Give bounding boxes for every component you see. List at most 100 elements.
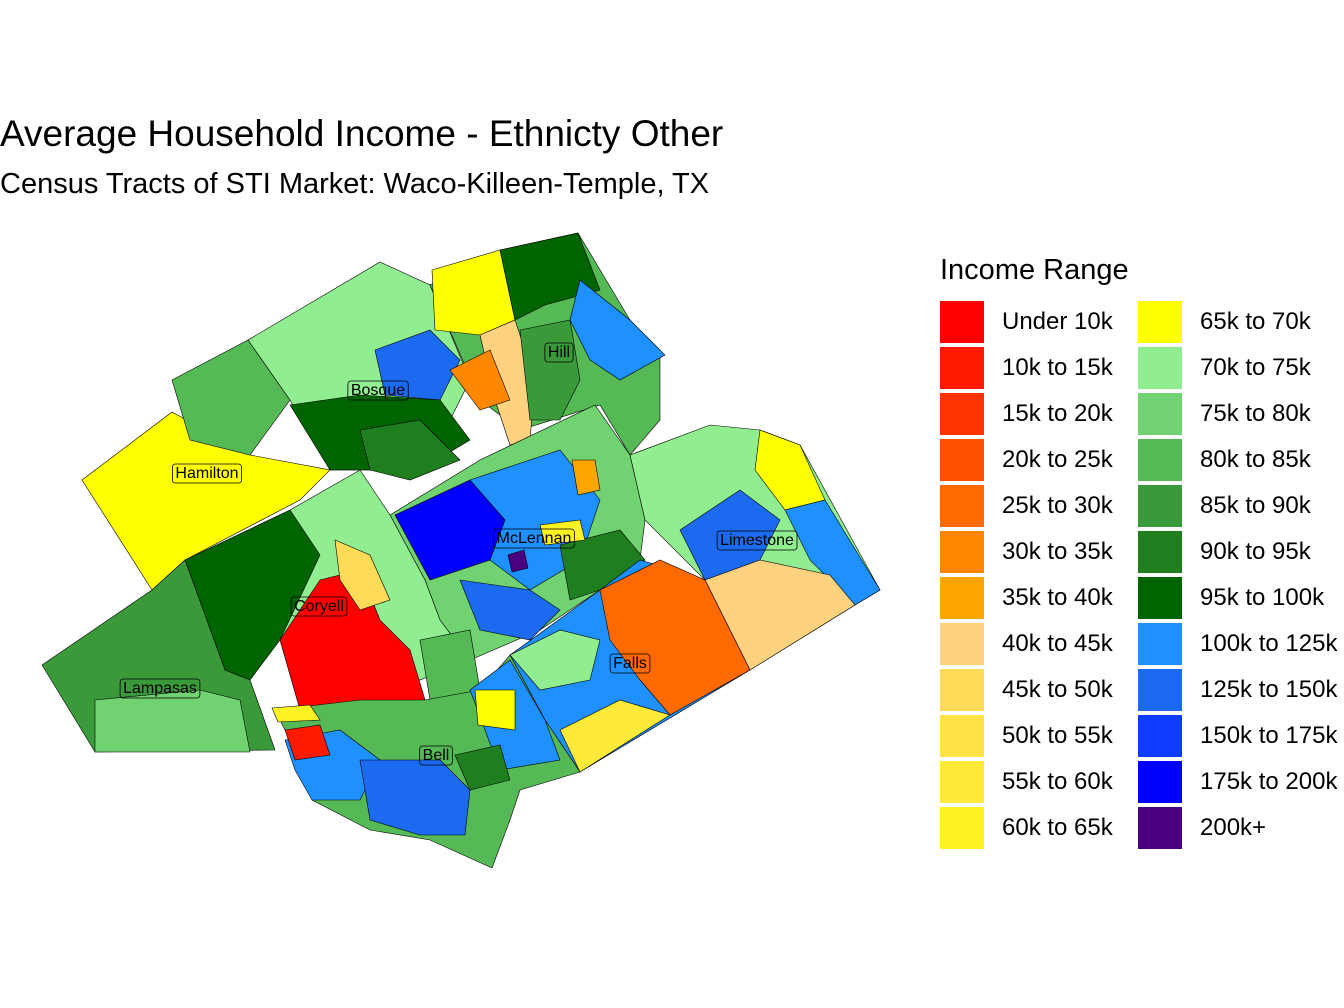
legend-swatch	[940, 301, 984, 343]
legend-label: 95k to 100k	[1200, 584, 1325, 611]
tract-limestone-darkblue	[679, 489, 781, 581]
county-label-box	[493, 528, 575, 549]
legend-item: 200k+	[1138, 806, 1338, 852]
legend-swatch	[940, 393, 984, 435]
legend-swatch	[1138, 623, 1182, 665]
legend-item: 175k to 200k	[1138, 760, 1338, 806]
legend-item: 70k to 75k	[1138, 346, 1338, 392]
legend-swatch	[940, 669, 984, 711]
tract-hill-darkgreen	[499, 232, 601, 321]
legend-label: 40k to 45k	[1002, 630, 1113, 657]
tract-bell-darkblue	[359, 759, 471, 836]
legend-item: 10k to 15k	[940, 346, 1140, 392]
county-label-box	[290, 596, 348, 617]
legend-item: 55k to 60k	[940, 760, 1140, 806]
county-label-bosque: Bosque	[347, 380, 409, 401]
tract-bell-red	[284, 724, 331, 761]
tract-hill-orange	[449, 349, 511, 411]
legend-label: 30k to 35k	[1002, 538, 1113, 565]
county-label-text: Lampasas	[123, 680, 197, 697]
legend-swatch	[1138, 531, 1182, 573]
county-label-text: Hamilton	[175, 465, 238, 482]
legend-swatch	[940, 347, 984, 389]
tract-bell-yellow2	[474, 689, 516, 731]
legend-label: 100k to 125k	[1200, 630, 1338, 657]
tract-falls-lightgreen	[509, 629, 601, 691]
legend-label: 50k to 55k	[1002, 722, 1113, 749]
county-label-limestone: Limestone	[716, 530, 798, 551]
tract-bosque-mid	[359, 419, 461, 481]
legend-label: 35k to 40k	[1002, 584, 1113, 611]
legend-item: 100k to 125k	[1138, 622, 1338, 668]
legend-label: 10k to 15k	[1002, 354, 1113, 381]
county-label-text: Bell	[423, 747, 450, 764]
legend-item: 45k to 50k	[940, 668, 1140, 714]
legend-item: 20k to 25k	[940, 438, 1140, 484]
county-label-hamilton: Hamilton	[172, 463, 242, 484]
legend-title: Income Range	[940, 254, 1129, 286]
county-label-box	[716, 530, 798, 551]
legend-swatch	[1138, 347, 1182, 389]
legend-label: 25k to 30k	[1002, 492, 1113, 519]
tract-hamilton-north	[171, 339, 291, 456]
legend-label: 125k to 150k	[1200, 676, 1338, 703]
legend-swatch	[1138, 577, 1182, 619]
legend-label: 75k to 80k	[1200, 400, 1311, 427]
legend-label: 175k to 200k	[1200, 768, 1338, 795]
legend-label: 55k to 60k	[1002, 768, 1113, 795]
legend-item: 25k to 30k	[940, 484, 1140, 530]
county-label-box	[609, 653, 651, 674]
legend-swatch	[1138, 669, 1182, 711]
legend-label: 90k to 95k	[1200, 538, 1311, 565]
legend-label: Under 10k	[1002, 308, 1113, 335]
legend-item: 65k to 70k	[1138, 300, 1338, 346]
tract-mclennan-south	[459, 579, 561, 641]
legend-item: 150k to 175k	[1138, 714, 1338, 760]
legend-swatch	[940, 531, 984, 573]
legend-item: 40k to 45k	[940, 622, 1140, 668]
legend-swatch	[940, 807, 984, 849]
legend-item: 75k to 80k	[1138, 392, 1338, 438]
county-label-text: Coryell	[294, 598, 344, 615]
legend-item: 50k to 55k	[940, 714, 1140, 760]
tract-falls-yellow	[559, 699, 671, 773]
county-label-bell: Bell	[419, 745, 453, 766]
legend-swatch	[940, 623, 984, 665]
tract-hill-east	[519, 319, 581, 421]
legend-swatch	[940, 761, 984, 803]
tract-mclennan-orange	[571, 459, 601, 496]
legend-swatch	[940, 485, 984, 527]
legend-label: 15k to 20k	[1002, 400, 1113, 427]
legend-item: 85k to 90k	[1138, 484, 1338, 530]
county-label-text: Falls	[613, 655, 647, 672]
county-label-text: McLennan	[497, 530, 572, 547]
legend-label: 85k to 90k	[1200, 492, 1311, 519]
legend-item: 80k to 85k	[1138, 438, 1338, 484]
legend-label: 200k+	[1200, 814, 1267, 841]
county-label-lampasas: Lampasas	[119, 678, 201, 699]
map-subtitle: Census Tracts of STI Market: Waco-Killee…	[0, 168, 710, 200]
legend-item: 60k to 65k	[940, 806, 1140, 852]
legend-label: 80k to 85k	[1200, 446, 1311, 473]
legend-swatch	[1138, 439, 1182, 481]
county-label-box	[419, 745, 453, 766]
legend-item: 30k to 35k	[940, 530, 1140, 576]
tract-mclennan-purple	[507, 549, 529, 573]
legend-swatch	[1138, 761, 1182, 803]
legend-label: 60k to 65k	[1002, 814, 1113, 841]
tract-bosque-blue	[374, 329, 461, 401]
legend-swatch	[1138, 807, 1182, 849]
legend-item: 125k to 150k	[1138, 668, 1338, 714]
county-label-text: Bosque	[351, 382, 405, 399]
legend: Under 10k 10k to 15k 15k to 20k 20k to 25k 2…	[940, 300, 1344, 852]
tract-falls-orange	[599, 559, 751, 716]
county-label-text: Limestone	[720, 532, 794, 549]
legend-swatch	[1138, 715, 1182, 757]
legend-label: 45k to 50k	[1002, 676, 1113, 703]
legend-label: 70k to 75k	[1200, 354, 1311, 381]
county-label-text: Hill	[548, 344, 570, 361]
choropleth-map: Hill Bosque Hamilton McLennan Limestone Corye…	[41, 232, 881, 869]
legend-item: 35k to 40k	[940, 576, 1140, 622]
county-polygons	[41, 232, 881, 869]
tract-coryell-yellow	[334, 539, 391, 611]
